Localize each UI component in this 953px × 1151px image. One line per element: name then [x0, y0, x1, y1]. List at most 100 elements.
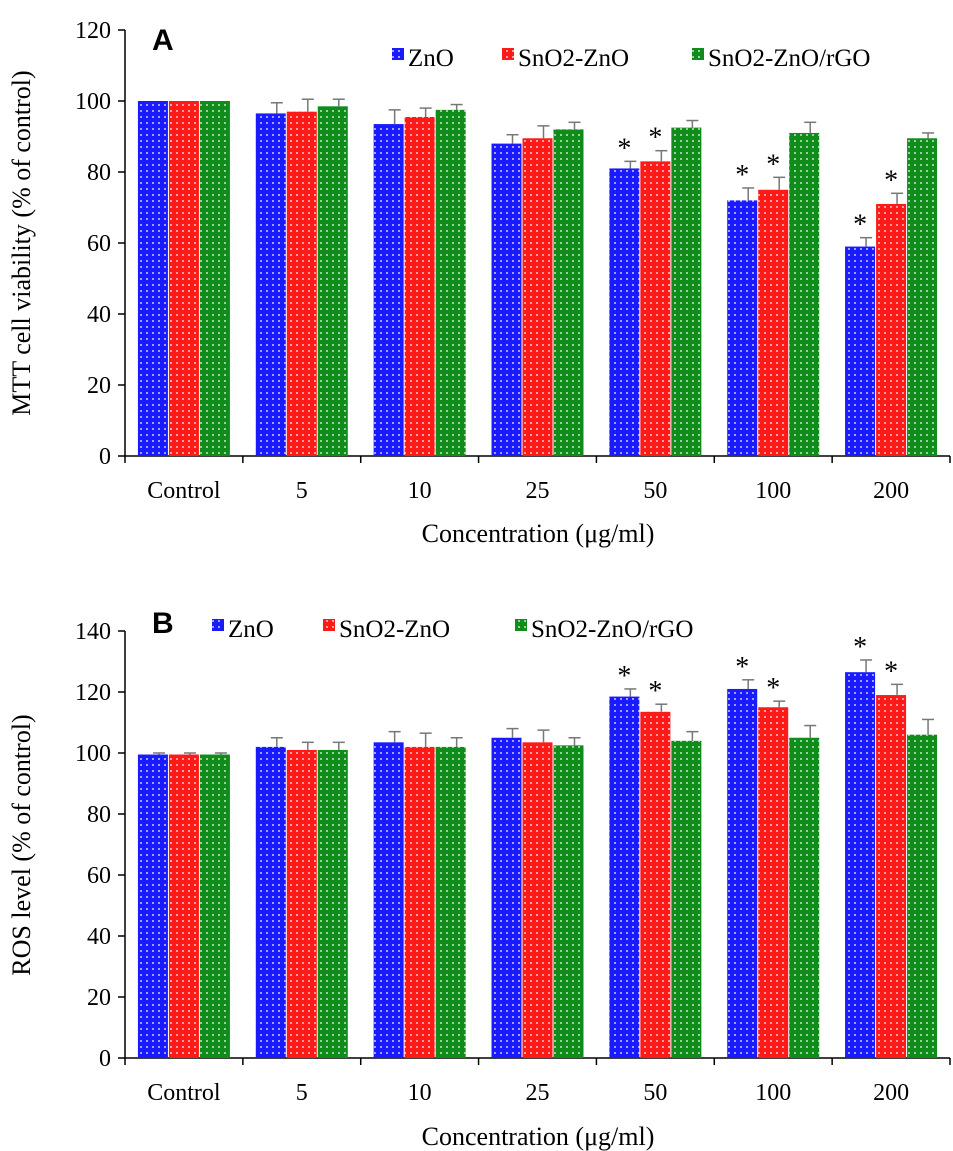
significance-star: *: [617, 133, 631, 164]
bar-texture: [640, 711, 671, 1058]
x-tick-label: 25: [526, 1080, 550, 1106]
bar-texture: [286, 111, 317, 457]
bar-texture: [553, 745, 584, 1058]
significance-star: *: [648, 123, 662, 154]
significance-star: *: [735, 652, 749, 683]
legend-label: SnO2-ZnO/rGO: [708, 45, 871, 72]
bar-texture: [168, 101, 199, 456]
significance-star: *: [853, 632, 867, 663]
legend-swatch-texture: [212, 619, 224, 631]
bar-texture: [491, 737, 522, 1058]
legend-label: SnO2-ZnO: [339, 616, 450, 643]
x-tick-label: 10: [408, 478, 432, 504]
bar-texture: [671, 740, 702, 1058]
bar-texture: [671, 127, 702, 456]
bar-texture: [907, 734, 938, 1058]
x-tick-label: 10: [408, 1080, 432, 1106]
legend-swatch-texture: [323, 619, 335, 631]
significance-star: *: [853, 210, 867, 241]
significance-star: *: [766, 673, 780, 704]
bar-texture: [522, 742, 553, 1058]
x-tick-label: 200: [873, 1080, 909, 1106]
bar-texture: [845, 672, 876, 1058]
x-tick-label: 5: [296, 1080, 308, 1106]
y-tick-label: 40: [87, 924, 111, 950]
y-tick-label: 140: [75, 619, 111, 645]
bar-texture: [727, 688, 758, 1058]
bar-texture: [609, 696, 640, 1058]
y-tick-label: 80: [87, 160, 111, 186]
x-tick-label: 50: [643, 1080, 667, 1106]
y-tick-label: 40: [87, 302, 111, 328]
bar-texture: [373, 742, 404, 1058]
legend-label: SnO2-ZnO: [518, 45, 629, 72]
bar-texture: [727, 200, 758, 456]
bar-texture: [435, 746, 466, 1058]
bar-texture: [789, 737, 820, 1058]
significance-star: *: [766, 149, 780, 180]
y-tick-label: 60: [87, 863, 111, 889]
legend-label: ZnO: [408, 45, 454, 72]
y-tick-label: 20: [87, 985, 111, 1011]
significance-star: *: [884, 656, 898, 687]
x-axis-title: Concentration (μg/ml): [422, 519, 655, 548]
bar-texture: [255, 113, 286, 457]
bar-texture: [876, 203, 907, 456]
bar-texture: [404, 116, 435, 456]
y-tick-label: 100: [75, 89, 111, 115]
legend-swatch-texture: [515, 619, 527, 631]
bar-texture: [758, 189, 789, 456]
y-tick-label: 60: [87, 231, 111, 257]
x-tick-label: Control: [147, 1080, 221, 1106]
bar-texture: [317, 106, 348, 456]
x-axis-title: Concentration (μg/ml): [422, 1122, 655, 1151]
bar-texture: [609, 168, 640, 456]
legend-label: ZnO: [228, 616, 274, 643]
bar-texture: [168, 754, 199, 1058]
bar-texture: [876, 695, 907, 1058]
significance-star: *: [735, 160, 749, 191]
bar-texture: [317, 749, 348, 1058]
bar-texture: [435, 109, 466, 456]
bar-texture: [404, 746, 435, 1058]
bar-texture: [255, 746, 286, 1058]
x-tick-label: 25: [526, 478, 550, 504]
y-tick-label: 120: [75, 680, 111, 706]
y-tick-label: 120: [75, 18, 111, 44]
x-tick-label: 100: [755, 478, 791, 504]
bar-texture: [137, 101, 168, 456]
bar-texture: [522, 138, 553, 456]
y-tick-label: 80: [87, 802, 111, 828]
x-tick-label: 5: [296, 478, 308, 504]
bar-texture: [199, 101, 230, 456]
bar-texture: [199, 754, 230, 1058]
significance-star: *: [884, 165, 898, 196]
significance-star: *: [617, 661, 631, 692]
bar-texture: [373, 124, 404, 456]
y-tick-label: 0: [99, 1046, 111, 1072]
y-tick-label: 0: [99, 444, 111, 470]
panel-a: 0 20 40 60 80 100 120 Control 5 10 25 50 100 200 * * * * *…: [7, 18, 951, 548]
bar-texture: [907, 138, 938, 456]
panel-b: 0 20 40 60 80 100 120 140 Control 5 10 25 50 100 200 * *…: [7, 607, 951, 1151]
legend-label: SnO2-ZnO/rGO: [531, 616, 694, 643]
y-tick-label: 20: [87, 373, 111, 399]
bar-texture: [845, 246, 876, 456]
legend-swatch-texture: [692, 48, 704, 60]
y-axis-title: ROS level (% of control): [7, 714, 36, 975]
x-tick-label: 50: [643, 478, 667, 504]
y-tick-label: 100: [75, 741, 111, 767]
panel-label: A: [152, 24, 174, 57]
bar-texture: [491, 143, 522, 456]
legend-swatch-texture: [502, 48, 514, 60]
x-tick-label: Control: [147, 478, 221, 504]
x-tick-label: 200: [873, 478, 909, 504]
y-axis-title: MTT cell viability (% of control): [7, 70, 36, 415]
bar-texture: [286, 749, 317, 1058]
significance-star: *: [648, 676, 662, 707]
x-tick-label: 100: [755, 1080, 791, 1106]
bar-texture: [789, 132, 820, 456]
bar-texture: [758, 707, 789, 1058]
legend-swatch-texture: [392, 48, 404, 60]
